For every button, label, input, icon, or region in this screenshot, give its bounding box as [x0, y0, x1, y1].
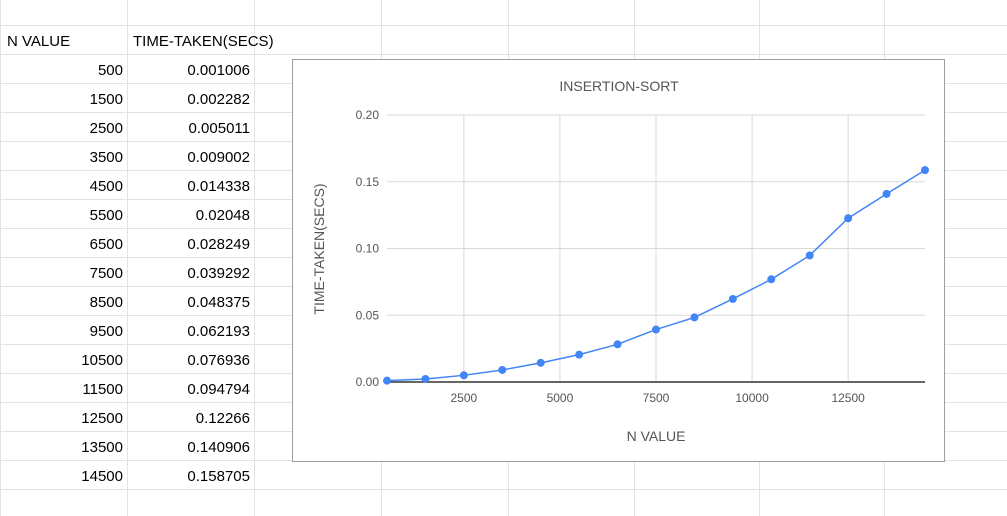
cell-time-taken[interactable]: 0.039292 [187, 265, 250, 282]
cell-n-value[interactable]: 4500 [89, 178, 123, 195]
x-tick-label: 2500 [451, 391, 478, 405]
y-tick-label: 0.20 [356, 108, 380, 122]
cell-n-value[interactable]: 14500 [81, 468, 123, 485]
cell-time-taken[interactable]: 0.02048 [195, 207, 250, 224]
cell-time-taken[interactable]: 0.009002 [187, 149, 250, 166]
cell-time-taken[interactable]: 0.158705 [187, 468, 250, 485]
cell-n-value[interactable]: 2500 [89, 120, 123, 137]
cell-time-taken[interactable]: 0.12266 [195, 410, 250, 427]
y-tick-label: 0.05 [356, 308, 380, 322]
cell-n-value[interactable]: 3500 [89, 149, 123, 166]
data-point [421, 374, 430, 383]
cell-time-taken[interactable]: 0.014338 [187, 178, 250, 195]
cell-n-value[interactable]: 12500 [81, 410, 123, 427]
data-point [882, 189, 891, 198]
y-axis-label: TIME-TAKEN(SECS) [311, 183, 327, 314]
cell-n-value[interactable]: 6500 [89, 236, 123, 253]
data-point [652, 325, 660, 334]
cell-n-value[interactable]: 8500 [89, 294, 123, 311]
data-point [459, 371, 468, 380]
data-point [844, 214, 853, 223]
data-point [536, 358, 545, 367]
cell-time-taken[interactable]: 0.094794 [187, 381, 250, 398]
chart-canvas: INSERTION-SORT N VALUE TIME-TAKEN(SECS) … [311, 78, 929, 444]
cell-time-taken[interactable]: 0.140906 [187, 439, 250, 456]
data-point [921, 166, 929, 175]
cell-time-taken[interactable]: 0.076936 [187, 352, 250, 369]
cell-time-taken[interactable]: 0.062193 [187, 323, 250, 340]
cell-time-taken[interactable]: 0.002282 [187, 91, 250, 108]
cell-n-value[interactable]: 5500 [89, 207, 123, 224]
data-point [728, 294, 737, 303]
plot-area: 2500 5000 7500 10000 12500 0.00 0.05 0.10 0.15 0.… [356, 108, 929, 405]
cell-n-value[interactable]: 500 [97, 62, 123, 79]
cell-time-taken[interactable]: 0.001006 [187, 62, 250, 79]
cell-time-taken[interactable]: 0.048375 [187, 294, 250, 311]
y-tick-label: 0.15 [356, 175, 380, 189]
insertion-sort-chart[interactable]: INSERTION-SORT N VALUE TIME-TAKEN(SECS) … [292, 59, 945, 462]
data-point [767, 275, 776, 284]
x-axis-label: N VALUE [627, 428, 686, 444]
cell-n-value[interactable]: 10500 [81, 352, 123, 369]
chart-title: INSERTION-SORT [559, 78, 679, 94]
cell-n-value[interactable]: 13500 [81, 439, 123, 456]
data-point [805, 251, 814, 260]
cell-n-value[interactable]: 1500 [89, 91, 123, 108]
data-point [613, 340, 622, 349]
x-tick-label: 5000 [547, 391, 574, 405]
y-tick-label: 0.00 [356, 375, 380, 389]
x-tick-label: 12500 [831, 391, 865, 405]
x-tick-label: 7500 [643, 391, 670, 405]
data-point [383, 376, 391, 385]
header-n-value[interactable]: N VALUE [7, 33, 71, 50]
cell-time-taken[interactable]: 0.005011 [188, 120, 250, 137]
data-point [575, 350, 584, 359]
data-point [498, 365, 507, 374]
header-time-taken[interactable]: TIME-TAKEN(SECS) [133, 33, 274, 50]
y-tick-label: 0.10 [356, 242, 380, 256]
cell-n-value[interactable]: 9500 [89, 323, 123, 340]
cell-n-value[interactable]: 11500 [82, 381, 123, 398]
cell-time-taken[interactable]: 0.028249 [187, 236, 250, 253]
data-point [690, 313, 699, 322]
cell-n-value[interactable]: 7500 [89, 265, 123, 282]
x-tick-label: 10000 [735, 391, 769, 405]
